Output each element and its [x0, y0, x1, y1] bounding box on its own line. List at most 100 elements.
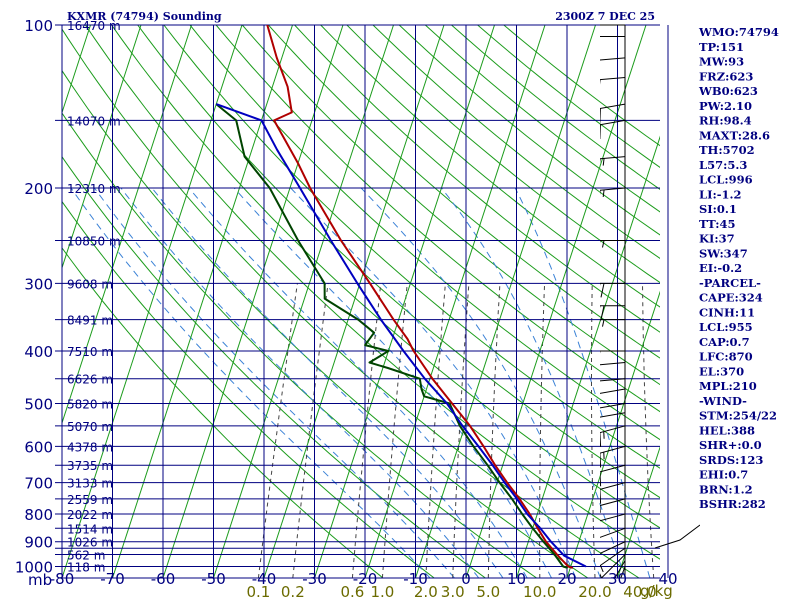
mixing-ratio-label: 20.0 — [578, 583, 611, 600]
sounding-index: STM:254/22 — [699, 409, 777, 423]
height-label: 12310 m — [67, 182, 121, 196]
pressure-tick-label: 200 — [24, 180, 53, 198]
wind-barb-staff — [600, 362, 626, 366]
wind-barb-flag — [600, 240, 601, 243]
wind-barb-flag — [600, 108, 601, 123]
dry-adiabat — [372, 25, 660, 259]
sounding-index: PW:2.10 — [699, 99, 752, 113]
wind-barb-flag — [600, 305, 605, 320]
moist-adiabat — [514, 187, 651, 578]
temperature-tick-label: -80 — [50, 570, 75, 588]
sounding-index: CINH:11 — [699, 305, 755, 319]
wind-barb-staff — [620, 566, 626, 578]
wind-barb-pennant — [587, 320, 594, 334]
sounding-index: FRZ:623 — [699, 69, 753, 83]
hodograph-stub — [654, 524, 700, 549]
sounding-index: MAXT:28.6 — [699, 128, 770, 142]
height-label: 3133 m — [67, 477, 113, 491]
wind-barb-flag — [600, 283, 605, 298]
wind-barb — [600, 156, 626, 166]
wind-barb-staff — [600, 482, 626, 490]
isotherm — [566, 290, 660, 578]
wind-barb — [596, 119, 626, 140]
wind-barb-halfflag — [600, 79, 601, 85]
pressure-unit-label: mb — [28, 571, 52, 589]
dry-adiabat — [451, 25, 660, 190]
sounding-index: -WIND- — [699, 394, 747, 408]
dry-adiabat — [111, 25, 660, 529]
dry-adiabat — [62, 247, 384, 578]
mixing-ratio-line — [425, 283, 446, 578]
wind-barb-staff — [600, 156, 626, 160]
wind-barb-flag — [588, 492, 589, 506]
wind-barb — [600, 282, 625, 298]
wind-barb-staff — [600, 76, 626, 81]
height-label: 6626 m — [67, 373, 113, 387]
wind-barb-flag — [594, 80, 596, 94]
wind-barb — [595, 35, 625, 43]
wind-barb-pennant — [587, 240, 594, 254]
wind-barb — [600, 498, 626, 513]
dry-adiabat — [189, 25, 660, 441]
temperature-tick-label: 30 — [608, 570, 627, 588]
height-label: 118 m — [67, 561, 105, 575]
sounding-index: BRN:1.2 — [699, 482, 753, 496]
wind-barb — [600, 187, 626, 198]
wind-barb-flag — [596, 434, 597, 448]
dry-adiabat — [268, 25, 660, 359]
sounding-index: CAP:0.7 — [699, 335, 750, 349]
wind-barb-halfflag — [600, 565, 604, 573]
temperature-tick-label: 40 — [658, 570, 677, 588]
wind-barb-pennant — [587, 61, 594, 76]
height-label: 3735 m — [67, 459, 113, 473]
height-label: 5820 m — [67, 398, 113, 412]
wind-barb-flag — [600, 489, 602, 504]
sounding-index: SHR+:0.0 — [699, 438, 762, 452]
dry-adiabat — [62, 69, 589, 578]
wind-barb-flag — [596, 522, 597, 536]
wind-barb-staff — [600, 187, 626, 191]
wind-barb-staff — [600, 412, 626, 418]
wind-barb — [587, 57, 626, 76]
temperature-tick-label: -50 — [201, 570, 226, 588]
mixing-ratio-line — [642, 283, 655, 578]
dry-adiabat — [241, 25, 660, 386]
mixing-ratio-label: 2.0 — [414, 583, 438, 600]
isotherm — [465, 25, 647, 578]
wind-barb-halfflag — [595, 36, 597, 43]
pressure-temperature-grid — [55, 24, 669, 579]
wind-barb-staff — [600, 119, 626, 126]
wind-barb-flag — [588, 456, 589, 470]
chart-title: KXMR (74794) Sounding — [67, 10, 222, 23]
wind-barb — [588, 482, 626, 506]
dry-adiabat — [424, 25, 660, 213]
wind-barb-flag — [596, 125, 597, 139]
profile-temperature — [266, 25, 574, 569]
isotherm — [769, 25, 800, 578]
wind-barb-flag — [600, 471, 602, 487]
sounding-index: SRDS:123 — [699, 453, 763, 467]
height-label: 4378 m — [67, 440, 113, 454]
sounding-profiles — [215, 25, 587, 569]
pressure-tick-label: 300 — [24, 275, 53, 293]
height-label: 8491 m — [67, 314, 113, 328]
pressure-tick-label: 400 — [24, 343, 53, 361]
height-label: 2559 m — [67, 493, 113, 507]
wind-barb-staff — [600, 464, 626, 473]
dry-adiabat — [62, 155, 486, 578]
mixing-ratio-line — [351, 283, 382, 578]
dry-adiabat — [62, 112, 537, 578]
sounding-index: WMO:74794 — [698, 25, 779, 39]
wind-barb — [587, 239, 625, 254]
sounding-index: CAPE:324 — [699, 291, 763, 305]
isotherm — [213, 25, 394, 578]
isotherm — [0, 25, 40, 578]
isotherm — [617, 445, 660, 578]
wind-barb — [600, 24, 625, 26]
wind-barb — [600, 362, 626, 366]
wind-barb-staff — [600, 498, 626, 507]
temperature-tick-label: -40 — [252, 570, 277, 588]
wind-barb-flag — [594, 60, 596, 74]
wind-barb-staff — [600, 103, 626, 110]
